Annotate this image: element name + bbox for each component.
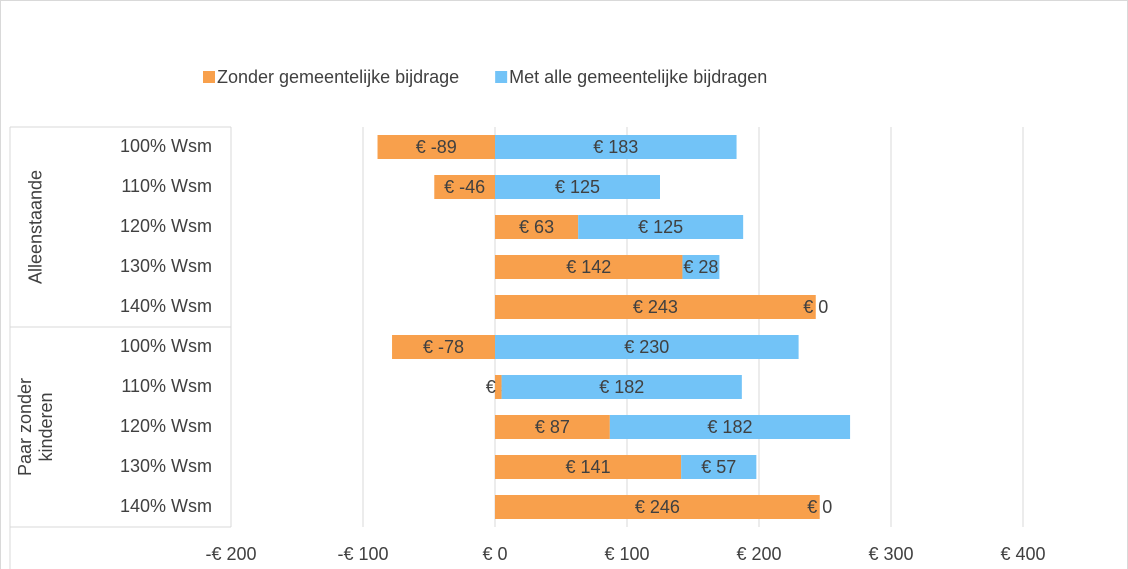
data-label: € 0	[807, 497, 832, 517]
x-tick-label: -€ 200	[205, 544, 256, 564]
bar	[609, 415, 851, 439]
bar	[495, 415, 610, 439]
data-label: € 141	[566, 457, 611, 477]
bar	[495, 135, 737, 159]
bar	[434, 175, 495, 199]
data-label: € -78	[423, 337, 464, 357]
legend-swatch	[495, 71, 508, 83]
y-tick-label: 100% Wsm	[120, 336, 212, 356]
data-label: € 125	[555, 177, 600, 197]
y-tick-label: 140% Wsm	[120, 296, 212, 316]
y-tick-label: 140% Wsm	[120, 496, 212, 516]
data-label: € -89	[416, 137, 457, 157]
group-label: Alleenstaande	[25, 169, 46, 285]
y-tick-label: 100% Wsm	[120, 136, 212, 156]
bar	[377, 135, 495, 159]
legend-swatch	[203, 71, 215, 83]
bar	[495, 255, 683, 279]
bar	[495, 335, 799, 359]
data-label: € 0	[803, 297, 828, 317]
data-label: € 182	[599, 377, 644, 397]
x-tick-label: € 300	[868, 544, 913, 564]
data-label: € 230	[624, 337, 669, 357]
legend-label: Met alle gemeentelijke bijdragen	[509, 67, 767, 87]
x-tick-label: -€ 100	[337, 544, 388, 564]
data-label: € 246	[635, 497, 680, 517]
data-label: € 57	[701, 457, 736, 477]
y-tick-label: 110% Wsm	[121, 176, 212, 196]
data-label: € 28	[683, 257, 718, 277]
bar	[495, 175, 660, 199]
data-label: € 125	[638, 217, 683, 237]
x-tick-label: € 100	[604, 544, 649, 564]
data-label: € 87	[535, 417, 570, 437]
data-label: € 63	[519, 217, 554, 237]
data-label: € 142	[566, 257, 611, 277]
bar	[681, 455, 757, 479]
data-label: € -46	[444, 177, 485, 197]
bar	[495, 495, 820, 519]
data-label: € 182	[707, 417, 752, 437]
bar	[495, 375, 502, 399]
y-tick-label: 130% Wsm	[120, 256, 212, 276]
y-tick-label: 120% Wsm	[120, 416, 212, 436]
bar	[578, 215, 744, 239]
y-tick-label: 120% Wsm	[120, 216, 212, 236]
group-label: Paar zonder kinderen	[15, 377, 56, 477]
bar	[682, 255, 720, 279]
y-tick-label: 130% Wsm	[120, 456, 212, 476]
bar	[392, 335, 495, 359]
bar	[495, 295, 816, 319]
bar	[501, 375, 742, 399]
legend-label: Zonder gemeentelijke bijdrage	[217, 67, 459, 87]
x-tick-label: € 400	[1000, 544, 1045, 564]
x-tick-label: € 200	[736, 544, 781, 564]
x-tick-label: € 0	[482, 544, 507, 564]
data-label: € 183	[593, 137, 638, 157]
y-tick-label: 110% Wsm	[121, 376, 212, 396]
bar	[495, 455, 682, 479]
bar	[495, 215, 579, 239]
data-label: € 243	[633, 297, 678, 317]
